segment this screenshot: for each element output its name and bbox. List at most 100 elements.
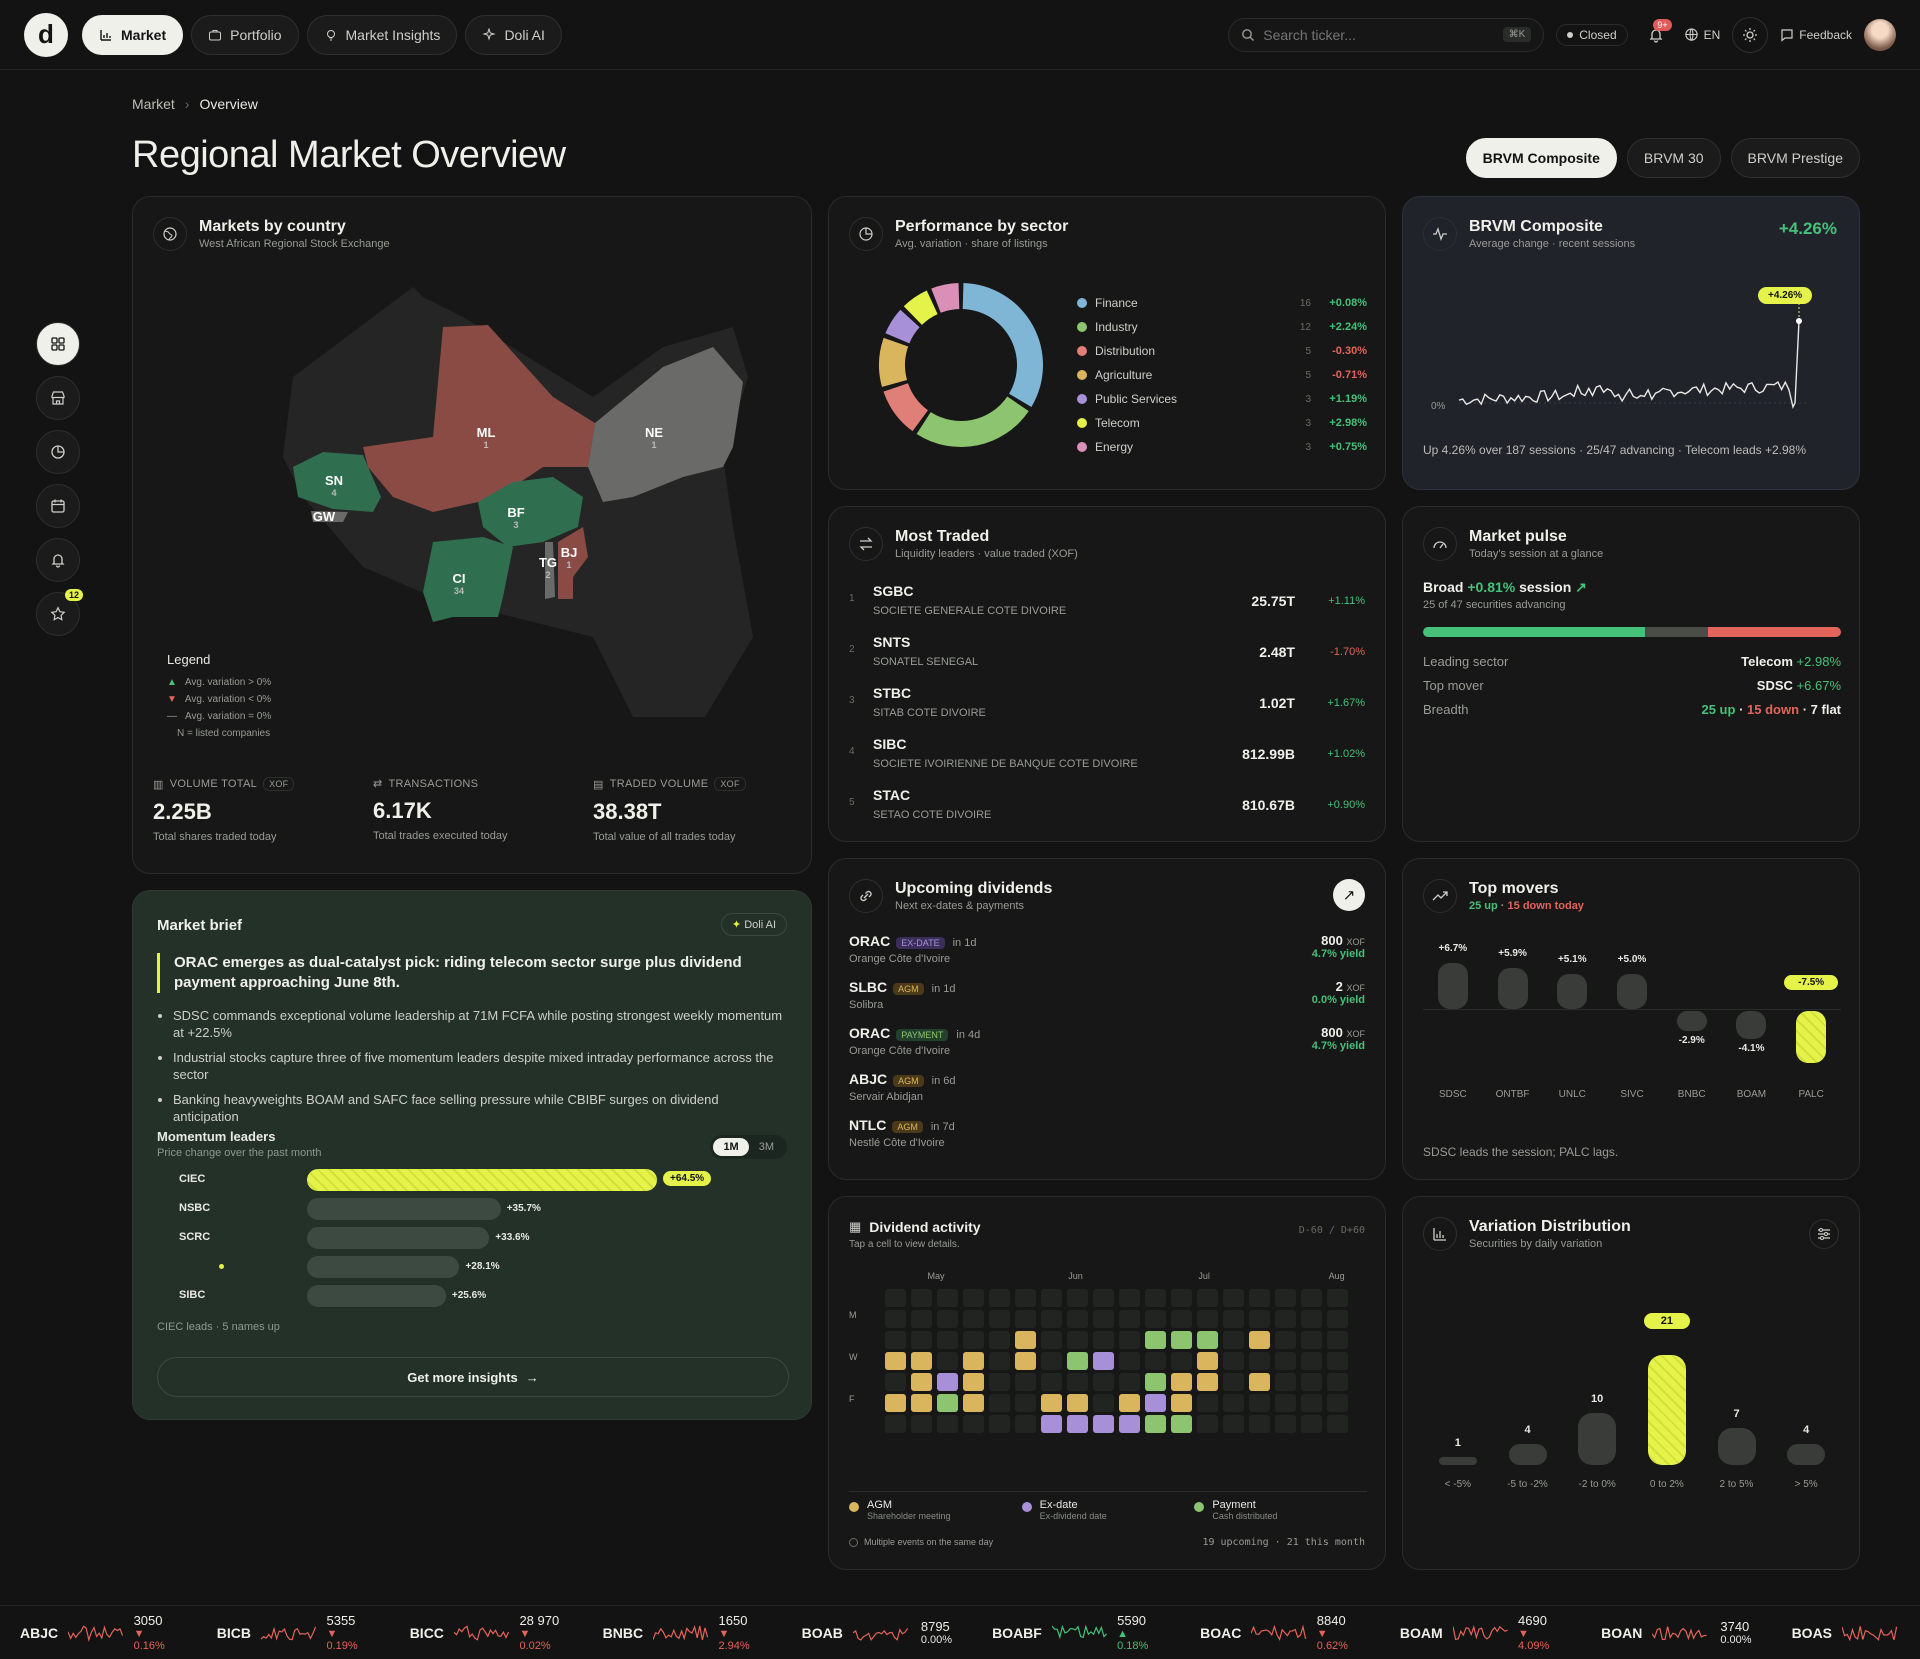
heatmap-cell[interactable] bbox=[1197, 1415, 1218, 1433]
heatmap-cell[interactable] bbox=[989, 1415, 1010, 1433]
histogram-bar[interactable] bbox=[1508, 1444, 1547, 1465]
heatmap-cell[interactable] bbox=[1041, 1289, 1062, 1307]
heatmap-cell[interactable] bbox=[1067, 1352, 1088, 1370]
heatmap-cell[interactable] bbox=[1223, 1373, 1244, 1391]
heatmap-cell[interactable] bbox=[1223, 1352, 1244, 1370]
sidebar-item-market[interactable] bbox=[36, 376, 80, 420]
histogram-bar[interactable] bbox=[1647, 1355, 1686, 1465]
heatmap-cell[interactable] bbox=[1119, 1373, 1140, 1391]
donut-slice-finance[interactable] bbox=[962, 283, 1043, 408]
heatmap-cell[interactable] bbox=[911, 1352, 932, 1370]
heatmap-cell[interactable] bbox=[885, 1331, 906, 1349]
heatmap-cell[interactable] bbox=[1093, 1352, 1114, 1370]
mover-bar[interactable] bbox=[1557, 973, 1588, 1009]
heatmap-cell[interactable] bbox=[1015, 1394, 1036, 1412]
heatmap-cell[interactable] bbox=[1275, 1373, 1296, 1391]
heatmap-cell[interactable] bbox=[1145, 1415, 1166, 1433]
table-row[interactable]: 5 STAC SETAO COTE DIVOIRE 810.67B +0.90% bbox=[849, 787, 1365, 837]
ticker-item[interactable]: BOAS bbox=[1772, 1606, 1920, 1659]
heatmap-cell[interactable] bbox=[1327, 1310, 1348, 1328]
heatmap-cell[interactable] bbox=[1301, 1394, 1322, 1412]
heatmap-cell[interactable] bbox=[1249, 1289, 1270, 1307]
heatmap-cell[interactable] bbox=[1171, 1331, 1192, 1349]
heatmap-cell[interactable] bbox=[1249, 1394, 1270, 1412]
heatmap-cell[interactable] bbox=[937, 1310, 958, 1328]
heatmap-cell[interactable] bbox=[1301, 1310, 1322, 1328]
heatmap-cell[interactable] bbox=[1145, 1373, 1166, 1391]
heatmap-cell[interactable] bbox=[1145, 1310, 1166, 1328]
sector-row[interactable]: Industry 12 +2.24% bbox=[1077, 315, 1367, 339]
heatmap-cell[interactable] bbox=[1041, 1310, 1062, 1328]
heatmap-cell[interactable] bbox=[1145, 1331, 1166, 1349]
heatmap-cell[interactable] bbox=[963, 1289, 984, 1307]
heatmap-cell[interactable] bbox=[1275, 1415, 1296, 1433]
histogram-bar[interactable] bbox=[1717, 1428, 1756, 1465]
heatmap-cell[interactable] bbox=[1119, 1331, 1140, 1349]
list-item[interactable]: ORAC PAYMENT in 4d Orange Côte d'Ivoire 800 … bbox=[849, 1025, 1365, 1065]
sidebar-item-analytics[interactable] bbox=[36, 430, 80, 474]
heatmap-cell[interactable] bbox=[1067, 1373, 1088, 1391]
heatmap-cell[interactable] bbox=[963, 1373, 984, 1391]
sector-row[interactable]: Telecom 3 +2.98% bbox=[1077, 411, 1367, 435]
mover-bar[interactable] bbox=[1796, 1011, 1827, 1063]
mover-bar[interactable] bbox=[1617, 974, 1647, 1009]
theme-toggle[interactable] bbox=[1732, 16, 1769, 53]
heatmap-cell[interactable] bbox=[989, 1331, 1010, 1349]
table-row[interactable]: 2 SNTS SONATEL SENEGAL 2.48T -1.70% bbox=[849, 634, 1365, 684]
heatmap-cell[interactable] bbox=[1067, 1415, 1088, 1433]
sector-row[interactable]: Energy 3 +0.75% bbox=[1077, 435, 1367, 459]
heatmap-cell[interactable] bbox=[1093, 1289, 1114, 1307]
heatmap-cell[interactable] bbox=[963, 1352, 984, 1370]
heatmap-cell[interactable] bbox=[911, 1394, 932, 1412]
heatmap-cell[interactable] bbox=[1171, 1415, 1192, 1433]
feedback-button[interactable]: Feedback bbox=[1780, 19, 1852, 51]
heatmap-cell[interactable] bbox=[1041, 1394, 1062, 1412]
mover-bar[interactable] bbox=[1676, 1011, 1707, 1032]
donut-slice-distribution[interactable] bbox=[883, 383, 928, 432]
search-input[interactable] bbox=[1263, 26, 1495, 43]
heatmap-cell[interactable] bbox=[1327, 1331, 1348, 1349]
ticker-item[interactable]: BICB 5355 ▼ 0.19% bbox=[197, 1606, 390, 1659]
momentum-row[interactable]: SCRC +33.6% bbox=[157, 1227, 777, 1249]
heatmap-cell[interactable] bbox=[1015, 1415, 1036, 1433]
sidebar-item-calendar[interactable] bbox=[36, 484, 80, 528]
heatmap-cell[interactable] bbox=[1223, 1415, 1244, 1433]
heatmap-cell[interactable] bbox=[1223, 1331, 1244, 1349]
heatmap-cell[interactable] bbox=[1093, 1373, 1114, 1391]
heatmap-cell[interactable] bbox=[1327, 1415, 1348, 1433]
heatmap-cell[interactable] bbox=[1249, 1331, 1270, 1349]
heatmap-cell[interactable] bbox=[1093, 1331, 1114, 1349]
heatmap-cell[interactable] bbox=[885, 1415, 906, 1433]
sidebar-item-favorites[interactable]: 12 bbox=[36, 589, 83, 636]
nav-tab-doli-ai[interactable]: Doli AI bbox=[465, 14, 562, 55]
open-dividends-button[interactable]: ↗ bbox=[1333, 879, 1365, 911]
heatmap-cell[interactable] bbox=[1145, 1352, 1166, 1370]
country-gw[interactable] bbox=[311, 511, 348, 522]
heatmap-cell[interactable] bbox=[1197, 1331, 1218, 1349]
heatmap-cell[interactable] bbox=[1171, 1310, 1192, 1328]
heatmap-cell[interactable] bbox=[1249, 1352, 1270, 1370]
momentum-row[interactable]: CIEC +64.5% bbox=[157, 1169, 777, 1191]
country-tg[interactable] bbox=[545, 542, 555, 599]
heatmap-cell[interactable] bbox=[1119, 1289, 1140, 1307]
histogram-bar[interactable] bbox=[1578, 1412, 1617, 1465]
heatmap-cell[interactable] bbox=[937, 1394, 958, 1412]
heatmap-cell[interactable] bbox=[1301, 1373, 1322, 1391]
nav-tab-market-insights[interactable]: Market Insights bbox=[306, 14, 458, 55]
heatmap-cell[interactable] bbox=[1197, 1394, 1218, 1412]
heatmap-cell[interactable] bbox=[1223, 1394, 1244, 1412]
heatmap-cell[interactable] bbox=[1093, 1394, 1114, 1412]
ticker-item[interactable]: BICC 28 970 ▼ 0.02% bbox=[390, 1606, 583, 1659]
heatmap-cell[interactable] bbox=[1171, 1394, 1192, 1412]
nav-tab-portfolio[interactable]: Portfolio bbox=[191, 14, 299, 55]
momentum-row[interactable]: SIBC +25.6% bbox=[157, 1285, 777, 1307]
heatmap-cell[interactable] bbox=[1119, 1352, 1140, 1370]
heatmap-cell[interactable] bbox=[885, 1352, 906, 1370]
heatmap-cell[interactable] bbox=[989, 1310, 1010, 1328]
heatmap-cell[interactable] bbox=[1197, 1352, 1218, 1370]
heatmap-cell[interactable] bbox=[1327, 1373, 1348, 1391]
heatmap-cell[interactable] bbox=[937, 1373, 958, 1391]
heatmap-cell[interactable] bbox=[885, 1373, 906, 1391]
breadcrumb-root[interactable]: Market bbox=[132, 96, 175, 112]
heatmap-cell[interactable] bbox=[1171, 1352, 1192, 1370]
